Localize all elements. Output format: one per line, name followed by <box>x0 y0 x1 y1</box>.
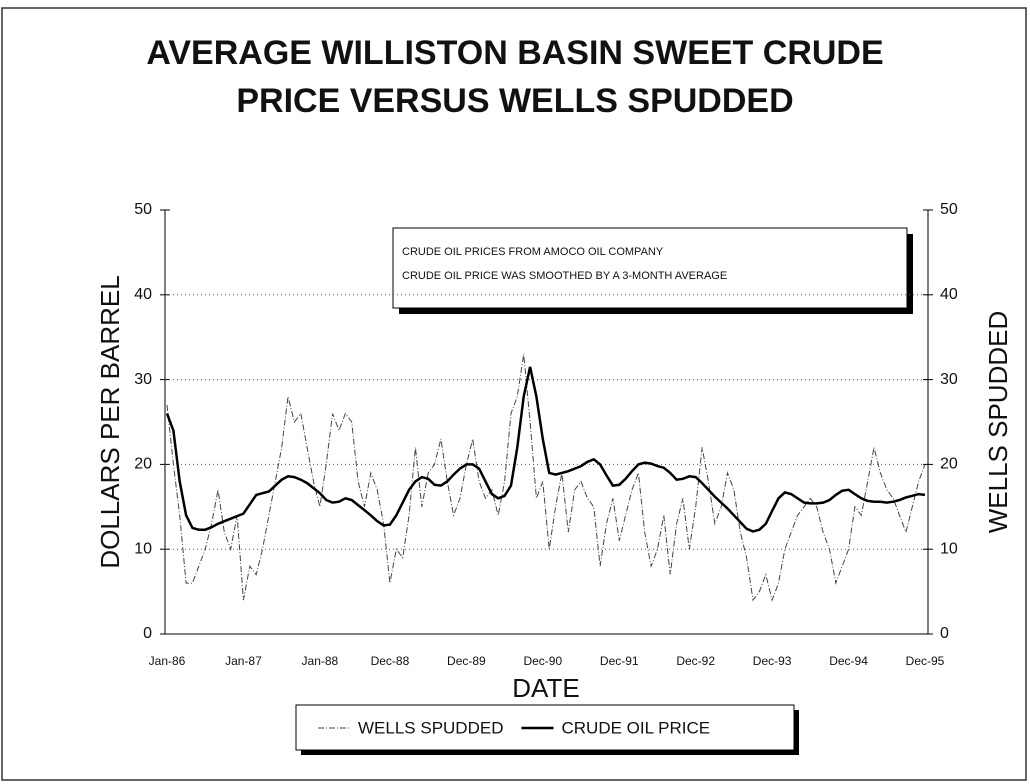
y-tick-label: 50 <box>134 201 152 218</box>
y2-axis-label: WELLS SPUDDED <box>983 311 1013 534</box>
data-line <box>166 354 926 602</box>
x-tick-label: Dec-90 <box>523 654 562 668</box>
annotation: CRUDE OIL PRICES FROM AMOCO OIL COMPANY <box>402 246 664 258</box>
y2-tick-label: 20 <box>940 456 958 473</box>
y-tick-label: 20 <box>134 456 152 473</box>
x-tick-label: Dec-94 <box>829 654 868 668</box>
x-tick-label: Dec-89 <box>447 654 486 668</box>
y2-tick-label: 0 <box>940 625 949 642</box>
y-tick-label: 0 <box>143 625 152 642</box>
y-axis-label: DOLLARS PER BARREL <box>95 275 125 568</box>
legend-label: WELLS SPUDDED <box>358 718 503 737</box>
x-tick-label: Jan-88 <box>302 654 339 668</box>
x-tick-label: Dec-91 <box>600 654 639 668</box>
x-axis-label: DATE <box>512 673 579 703</box>
x-tick-label: Dec-88 <box>371 654 410 668</box>
x-tick-label: Jan-87 <box>225 654 262 668</box>
x-tick-label: Dec-92 <box>676 654 715 668</box>
y-tick-label: 40 <box>134 286 152 303</box>
y2-tick-label: 50 <box>940 201 958 218</box>
chart-title: AVERAGE WILLISTON BASIN SWEET CRUDE <box>146 34 883 72</box>
y2-tick-label: 40 <box>940 286 958 303</box>
legend-label: CRUDE OIL PRICE <box>561 718 710 737</box>
y2-tick-label: 10 <box>940 540 958 557</box>
annotation-box <box>392 227 908 309</box>
chart-title: PRICE VERSUS WELLS SPUDDED <box>236 82 793 120</box>
x-tick-label: Dec-95 <box>906 654 945 668</box>
frame <box>1 7 1027 781</box>
data-line <box>165 366 926 533</box>
x-tick-label: Jan-86 <box>149 654 186 668</box>
y2-tick-label: 30 <box>940 371 958 388</box>
y-tick-label: 10 <box>134 540 152 557</box>
x-tick-label: Dec-93 <box>753 654 792 668</box>
y-tick-label: 30 <box>134 371 152 388</box>
annotation: CRUDE OIL PRICE WAS SMOOTHED BY A 3-MONT… <box>402 270 727 282</box>
